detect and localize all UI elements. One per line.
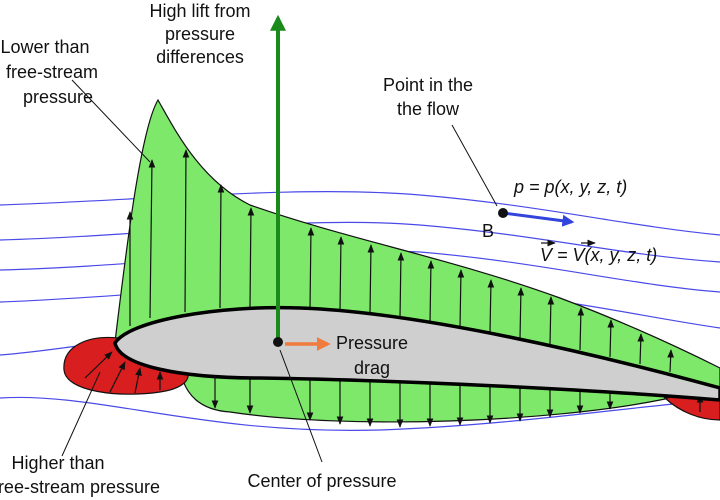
label: Pressure <box>336 333 408 353</box>
label: Higher than <box>11 453 104 473</box>
label: Center of pressure <box>247 471 396 491</box>
label: the flow <box>397 99 460 119</box>
equation: p = p(x, y, z, t) <box>513 177 627 197</box>
airfoil <box>113 305 720 402</box>
equation: V = V(x, y, z, t) <box>540 245 657 265</box>
label: Point in the <box>383 75 473 95</box>
label: differences <box>156 47 244 67</box>
label: pressure <box>23 87 93 107</box>
label: Lower than <box>0 37 89 57</box>
point-b-dot <box>498 208 508 218</box>
label: free-stream pressure <box>0 477 160 497</box>
center-of-pressure-dot <box>273 337 283 347</box>
label: drag <box>354 358 390 378</box>
label: pressure <box>165 24 235 44</box>
velocity-arrow <box>502 211 575 227</box>
label: free-stream <box>6 62 98 82</box>
label: B <box>482 221 494 241</box>
pressure-arrows <box>84 149 704 428</box>
leader-lines <box>61 79 498 463</box>
label: High lift from <box>149 1 250 21</box>
